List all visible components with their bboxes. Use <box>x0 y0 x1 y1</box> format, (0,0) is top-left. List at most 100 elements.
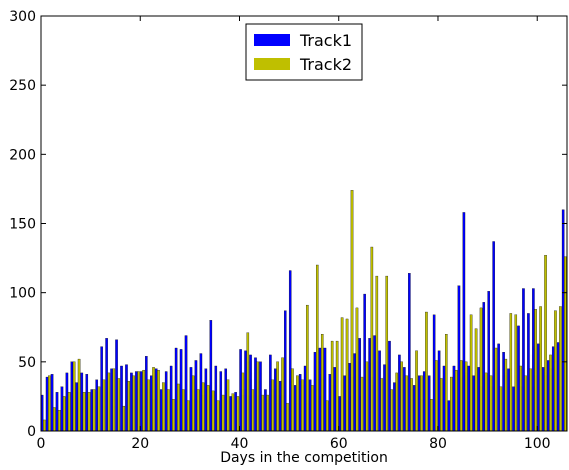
bar <box>556 342 560 432</box>
bar <box>497 343 500 432</box>
bar <box>174 347 178 432</box>
bar <box>363 293 366 432</box>
bar <box>189 367 193 432</box>
y-tick-label: 150 <box>9 217 36 233</box>
bar <box>539 306 542 432</box>
bar <box>234 392 237 432</box>
bar <box>338 396 342 432</box>
bar <box>537 343 540 432</box>
y-tick-label: 200 <box>9 147 36 163</box>
bar <box>442 365 446 432</box>
bar <box>266 394 269 432</box>
bar <box>492 241 495 432</box>
bar <box>345 318 349 432</box>
bar <box>224 368 227 432</box>
bar <box>380 378 384 432</box>
bar <box>204 368 208 432</box>
bar <box>482 302 486 432</box>
bar <box>169 365 173 432</box>
bar <box>512 386 515 432</box>
bar <box>87 392 91 432</box>
bar <box>519 365 522 432</box>
bar <box>65 372 69 432</box>
bar <box>413 385 416 432</box>
bar <box>105 338 108 432</box>
legend-label: Track2 <box>299 55 352 74</box>
bar <box>53 407 56 432</box>
bar <box>256 361 259 432</box>
y-tick-label: 100 <box>9 286 36 302</box>
bar <box>400 361 403 432</box>
bar <box>132 375 135 432</box>
bar <box>494 347 498 432</box>
bar <box>353 353 357 432</box>
bar <box>378 350 381 432</box>
bar <box>75 382 79 432</box>
bar <box>415 350 418 432</box>
bar <box>484 372 488 432</box>
bar <box>137 371 140 432</box>
bar <box>107 372 111 432</box>
bar <box>85 374 89 432</box>
bar <box>251 389 255 432</box>
bar <box>120 365 123 432</box>
bar <box>544 255 547 432</box>
bar <box>534 309 537 432</box>
bar <box>140 371 143 432</box>
bar <box>241 372 245 432</box>
bar <box>279 381 282 432</box>
bar <box>532 288 535 432</box>
bar <box>529 368 532 432</box>
bar <box>410 378 413 432</box>
bar <box>92 389 96 432</box>
x-tick-label: 40 <box>231 436 249 452</box>
bar <box>281 357 284 432</box>
bar <box>504 358 508 432</box>
bar <box>464 361 468 432</box>
bar <box>211 390 215 432</box>
bar <box>564 256 567 432</box>
bar <box>196 389 200 432</box>
bar <box>43 419 46 432</box>
bar <box>172 399 175 432</box>
bar <box>437 350 441 432</box>
bar <box>420 375 423 432</box>
bar <box>395 372 398 432</box>
x-tick-label: 100 <box>524 436 551 452</box>
bar <box>115 339 118 432</box>
bar <box>343 375 347 432</box>
bar <box>264 389 267 432</box>
bar <box>201 382 205 432</box>
bar <box>206 385 210 432</box>
bar <box>467 365 471 432</box>
bar <box>393 382 396 432</box>
bar <box>291 368 294 432</box>
bar <box>130 372 133 432</box>
bar <box>524 375 527 432</box>
bar <box>157 369 160 432</box>
legend-swatch <box>254 34 290 46</box>
bar <box>303 365 307 432</box>
bar <box>469 314 473 432</box>
bar <box>325 400 329 432</box>
bar <box>152 367 155 432</box>
bar <box>100 346 103 432</box>
bar <box>112 368 116 432</box>
bar <box>77 358 81 432</box>
bar <box>385 275 389 432</box>
bar <box>62 396 66 432</box>
bar <box>298 374 302 432</box>
bar <box>388 340 391 432</box>
bar <box>447 400 451 432</box>
bar <box>147 379 150 432</box>
bar <box>368 338 371 432</box>
bar <box>117 378 121 432</box>
bar <box>184 335 188 432</box>
bar <box>127 381 130 432</box>
bar <box>408 273 411 432</box>
bar <box>57 410 61 432</box>
bar <box>487 291 490 432</box>
bar <box>432 314 436 432</box>
bar <box>110 368 113 432</box>
bar <box>509 313 513 432</box>
